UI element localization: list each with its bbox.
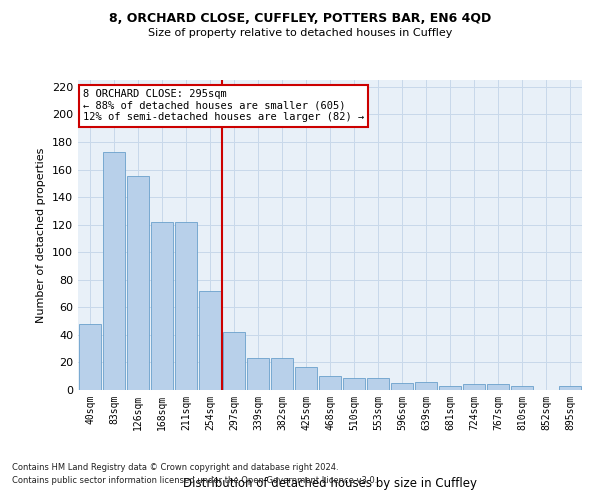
Bar [247, 358, 269, 390]
Bar [391, 383, 413, 390]
Bar [439, 386, 461, 390]
Text: Size of property relative to detached houses in Cuffley: Size of property relative to detached ho… [148, 28, 452, 38]
Bar [151, 222, 173, 390]
Y-axis label: Number of detached properties: Number of detached properties [37, 148, 46, 322]
Text: Contains public sector information licensed under the Open Government Licence v3: Contains public sector information licen… [12, 476, 377, 485]
Bar [79, 324, 101, 390]
Bar [271, 358, 293, 390]
Text: 8 ORCHARD CLOSE: 295sqm
← 88% of detached houses are smaller (605)
12% of semi-d: 8 ORCHARD CLOSE: 295sqm ← 88% of detache… [83, 90, 364, 122]
Bar [319, 376, 341, 390]
Bar [103, 152, 125, 390]
Bar [415, 382, 437, 390]
Bar [199, 291, 221, 390]
Bar [223, 332, 245, 390]
Text: Contains HM Land Registry data © Crown copyright and database right 2024.: Contains HM Land Registry data © Crown c… [12, 464, 338, 472]
Bar [487, 384, 509, 390]
Bar [511, 386, 533, 390]
Text: Distribution of detached houses by size in Cuffley: Distribution of detached houses by size … [183, 477, 477, 490]
Bar [559, 386, 581, 390]
Bar [295, 366, 317, 390]
Bar [127, 176, 149, 390]
Bar [175, 222, 197, 390]
Bar [463, 384, 485, 390]
Bar [343, 378, 365, 390]
Bar [367, 378, 389, 390]
Text: 8, ORCHARD CLOSE, CUFFLEY, POTTERS BAR, EN6 4QD: 8, ORCHARD CLOSE, CUFFLEY, POTTERS BAR, … [109, 12, 491, 26]
